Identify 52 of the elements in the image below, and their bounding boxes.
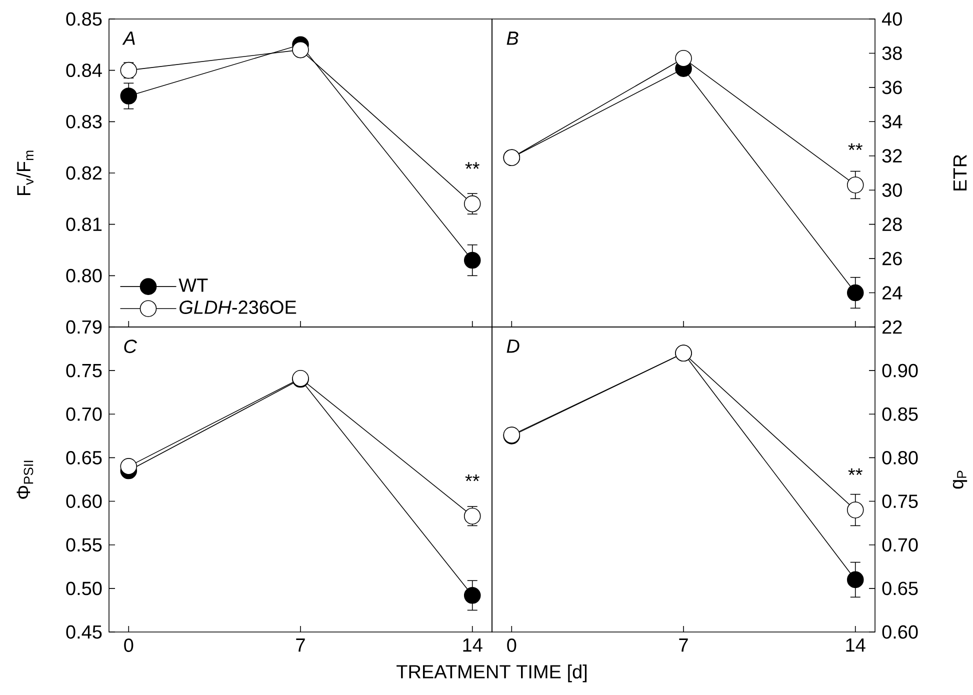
annotation: ** [465,162,480,169]
x-tick-label: 0 [507,638,516,652]
y2-axis-title: q$_{P}$ [952,470,968,489]
text: D [506,340,520,353]
y-axis-title: F$_{v}$/F$_{m}$ [16,150,34,196]
y2-tick-label: 30 [882,183,902,197]
y-tick-label: 0.79 [66,320,102,334]
y-tick-label: 0.82 [66,166,102,180]
y2-tick-label: 0.60 [882,625,918,639]
y2-tick-label: 0.65 [882,582,918,596]
y2-tick-label: 22 [882,320,902,334]
y2-tick-label: 36 [882,80,902,94]
annotation: ** [848,468,862,476]
y2-axis-title: ETR [953,154,967,190]
x-tick-label: 7 [296,638,305,652]
y2-tick-label: 0.85 [882,407,918,421]
y2-tick-label: 34 [882,114,902,128]
x-tick-label: 0 [124,638,134,652]
y-tick-label: 0.85 [66,12,102,26]
y-tick-label: 0.55 [66,538,102,552]
y2-tick-label: 32 [882,149,902,163]
annotation: ** [465,474,480,482]
y-tick-label: 0.65 [66,450,102,464]
y-tick-label: 0.50 [66,582,102,596]
y2-tick-label: 28 [882,218,902,232]
y2-tick-label: 24 [882,286,902,300]
y-axis-title: Φ$_{PSII}$ [16,460,34,499]
y2-tick-label: 0.70 [882,538,918,552]
y2-tick-label: 40 [882,12,902,26]
y-tick-label: 0.45 [66,625,102,639]
x-tick-label: 14 [463,638,482,652]
y-tick-label: 0.60 [66,494,102,508]
y2-tick-label: 0.75 [882,494,918,508]
text: A [122,32,135,45]
x-tick-label: 7 [679,638,688,652]
y2-tick-label: 0.90 [882,364,918,378]
x-tick-label: 14 [846,638,866,652]
y-tick-label: 0.81 [66,218,102,232]
text: C [124,340,138,354]
legend-label: GLDH-236OE [180,300,296,314]
y-tick-label: 0.80 [66,268,102,282]
y2-tick-label: 26 [882,252,902,266]
y-tick-label: 0.70 [66,407,102,421]
y-tick-label: 0.84 [66,64,102,78]
y-tick-label: 0.75 [66,364,102,378]
y2-tick-label: 0.80 [882,450,918,464]
annotation: ** [848,143,862,150]
x-axis-title: TREATMENT TIME [d] [396,664,587,682]
y2-tick-label: 38 [882,46,902,60]
text: B [506,32,518,45]
y-tick-label: 0.83 [66,114,102,128]
legend-label: WT [178,278,208,292]
